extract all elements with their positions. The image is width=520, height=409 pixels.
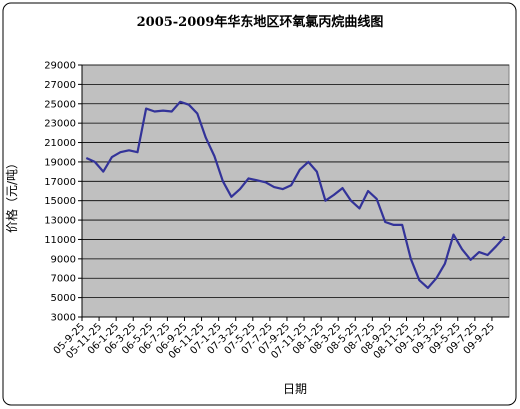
y-tick-label: 27000 — [44, 80, 76, 91]
y-axis-label: 价格（元/吨） — [4, 157, 19, 233]
plot-area — [81, 64, 510, 318]
chart-title: 2005-2009年华东地区环氧氯丙烷曲线图 — [137, 14, 384, 30]
y-tick-label: 3000 — [51, 313, 76, 324]
y-tick-label: 25000 — [44, 99, 76, 110]
y-tick-label: 23000 — [44, 119, 76, 130]
y-tick-label: 13000 — [44, 216, 76, 227]
y-tick-label: 7000 — [51, 274, 76, 285]
y-tick-label: 19000 — [44, 157, 76, 168]
y-tick-label: 29000 — [44, 61, 76, 72]
price-line — [85, 100, 506, 289]
y-tick-label: 9000 — [51, 254, 76, 265]
y-tick-label: 11000 — [44, 235, 76, 246]
y-tick-label: 5000 — [51, 293, 76, 304]
y-tick-label: 15000 — [44, 196, 76, 207]
y-tick-label: 21000 — [44, 138, 76, 149]
y-tick-label: 17000 — [44, 177, 76, 188]
x-axis-label: 日期 — [283, 382, 307, 396]
